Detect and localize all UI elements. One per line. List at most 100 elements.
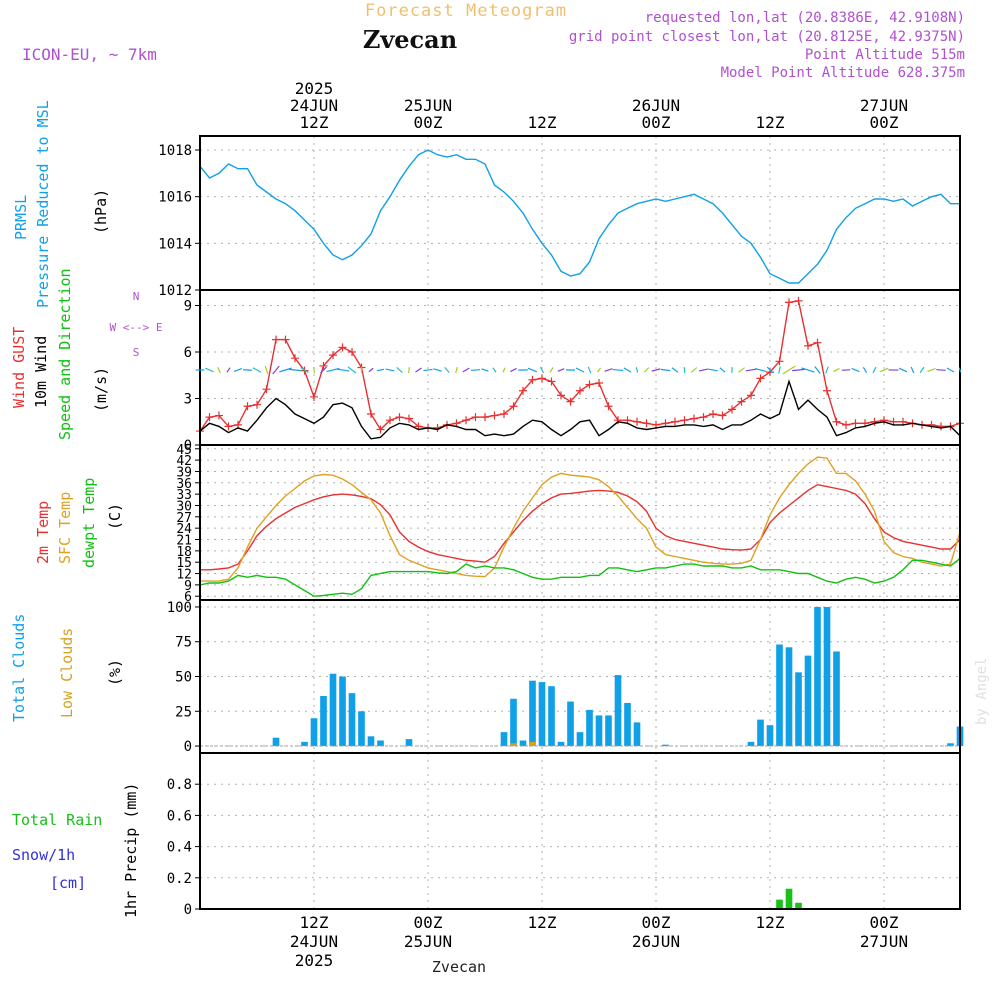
wind-direction-arrow — [385, 368, 395, 372]
wind-direction-arrow — [872, 366, 877, 374]
precip-panel: 0 0.2 0.4 0.6 0.8 — [167, 752, 961, 918]
wind-direction-arrow — [217, 366, 221, 374]
gust-point — [262, 385, 271, 394]
wind-direction-arrow — [612, 368, 624, 372]
label-10m-wind: 10m Wind — [32, 336, 50, 408]
bar-total-rain — [785, 888, 793, 909]
wind-direction-arrow — [919, 366, 925, 374]
y-tick-label: 9 — [184, 299, 192, 315]
label-total-clouds: Total Clouds — [10, 614, 28, 722]
y-tick-label: 18 — [176, 545, 192, 560]
gust-point — [557, 391, 565, 400]
wind-direction-arrow — [698, 368, 709, 372]
bar-total-clouds — [557, 741, 565, 747]
bar-total-clouds — [633, 722, 641, 747]
wind-direction-arrow — [312, 366, 316, 374]
bar-total-clouds — [310, 718, 318, 747]
gust-point — [737, 397, 746, 406]
bar-total-clouds — [405, 739, 413, 747]
wind-direction-arrow — [766, 366, 774, 374]
bottom-time-label: 26JUN — [632, 932, 680, 951]
wind-direction-arrow — [455, 367, 458, 373]
wind-direction-arrow — [683, 366, 686, 374]
wind-direction-arrow — [347, 366, 357, 374]
compass-south: S — [133, 346, 140, 359]
gust-point — [785, 298, 793, 307]
bar-total-clouds — [586, 709, 593, 747]
label-1hr-precip: 1hr Precip (mm) — [122, 783, 140, 918]
bar-total-clouds — [624, 702, 631, 747]
wind-direction-arrow — [635, 367, 639, 373]
gust-point — [870, 417, 879, 426]
gust-point — [500, 410, 508, 418]
y-tick-label: 1018 — [158, 143, 192, 159]
bar-total-clouds — [538, 682, 546, 747]
bar-total-clouds — [329, 673, 337, 747]
bar-low-clouds — [510, 743, 517, 747]
gust-point — [538, 374, 546, 383]
wind-direction-arrow — [233, 367, 243, 373]
wind-direction-arrow — [782, 365, 796, 375]
place-title: Zvecan — [363, 25, 457, 54]
wind-direction-arrow — [643, 367, 650, 373]
gust-point — [671, 417, 679, 426]
gust-point — [832, 417, 841, 426]
gust-point — [823, 386, 831, 395]
wind-direction-arrow — [205, 367, 214, 373]
bar-total-clouds — [529, 680, 536, 747]
y-tick-label: 30 — [176, 499, 192, 514]
wind-direction-arrow — [792, 368, 805, 372]
y-tick-label: 9 — [184, 579, 192, 594]
wind-direction-arrow — [492, 367, 497, 373]
y-tick-label: 0.4 — [167, 840, 192, 856]
gust-point — [310, 392, 318, 401]
gust-point — [462, 416, 470, 425]
wind-direction-arrow — [927, 367, 936, 373]
bar-total-clouds — [367, 736, 375, 747]
y-tick-label: 25 — [175, 704, 192, 720]
gust-point — [747, 391, 755, 400]
gust-point — [937, 422, 945, 431]
panel-frame — [199, 752, 961, 910]
gust-point — [547, 377, 556, 386]
top-time-label: 25JUN — [404, 96, 452, 115]
wind-direction-arrow — [604, 368, 613, 372]
gust-point — [595, 379, 603, 387]
gust-point — [813, 338, 822, 347]
wind-direction-arrow — [708, 368, 718, 372]
top-time-label: 12Z — [528, 113, 557, 132]
gust-point — [386, 416, 394, 425]
label-pressure-msl: Pressure Reduced to MSL — [34, 100, 52, 308]
top-time-label: 2025 — [295, 79, 334, 98]
series-line-prmsl — [199, 149, 960, 284]
wind-direction-arrow — [738, 367, 745, 373]
gust-point — [842, 420, 850, 429]
product-title: Forecast Meteogram — [365, 1, 567, 21]
compass-north: N — [133, 290, 140, 303]
bar-total-clouds — [320, 695, 327, 747]
wind-panel: 0 3 6 9 — [184, 289, 964, 454]
y-tick-label: 50 — [175, 670, 192, 686]
bar-total-clouds — [947, 743, 954, 747]
bottom-time-label: 24JUN — [290, 932, 338, 951]
wind-direction-arrow — [910, 366, 915, 374]
bottom-time-label: 12Z — [300, 913, 329, 932]
temperature-labels: 2m Temp SFC Temp dewpt Temp (C) — [34, 478, 124, 568]
bar-total-clouds — [567, 701, 574, 747]
label-celsius: (C) — [106, 503, 124, 530]
bar-total-clouds — [795, 672, 802, 747]
y-tick-label: 24 — [176, 522, 192, 537]
y-tick-label: 1016 — [158, 190, 192, 206]
y-tick-label: 0 — [184, 739, 192, 755]
gust-point — [614, 416, 622, 425]
gust-point — [576, 386, 584, 395]
label-snow: Snow/1h — [12, 846, 75, 864]
wind-direction-arrow — [801, 367, 815, 373]
gust-point — [804, 341, 812, 350]
gust-point — [680, 416, 689, 425]
gust-point — [395, 413, 404, 422]
bar-total-clouds — [776, 644, 783, 747]
bar-total-clouds — [785, 647, 793, 747]
wind-direction-arrow — [264, 365, 269, 375]
